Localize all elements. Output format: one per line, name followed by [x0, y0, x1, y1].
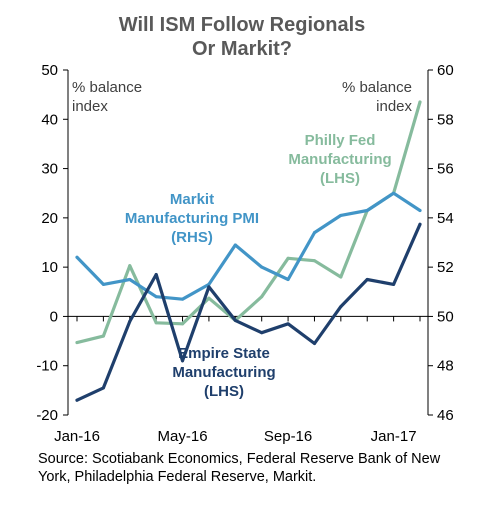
right-tick-label: 52 — [437, 259, 454, 276]
data-point — [418, 208, 422, 212]
data-point — [286, 322, 290, 326]
data-point — [365, 277, 369, 281]
series-label-1: Philly Fed — [305, 132, 376, 149]
data-point — [286, 277, 290, 281]
data-point — [233, 318, 237, 322]
right-tick-label: 56 — [437, 161, 454, 178]
right-tick-label: 58 — [437, 111, 454, 128]
data-point — [154, 295, 158, 299]
right-tick-label: 50 — [437, 308, 454, 325]
data-point — [101, 282, 105, 286]
left-tick-label: 20 — [41, 210, 58, 227]
right-tick-label: 60 — [437, 62, 454, 79]
chart-axes: -20 -10 0 10 20 30 40 50 46 48 50 52 54 56 58 60 Jan-16 M… — [36, 62, 453, 445]
data-point — [181, 359, 185, 363]
data-point — [181, 322, 185, 326]
data-point — [339, 275, 343, 279]
right-tick-label: 48 — [437, 358, 454, 375]
left-tick-label: -10 — [36, 358, 58, 375]
data-point — [128, 277, 132, 281]
chart-title-line-2: Or Markit? — [192, 38, 292, 60]
data-point — [154, 273, 158, 277]
data-point — [312, 231, 316, 235]
data-point — [260, 331, 264, 335]
series-line — [75, 100, 422, 345]
left-tick-label: 30 — [41, 161, 58, 178]
data-point — [181, 297, 185, 301]
data-point — [365, 208, 369, 212]
left-tick-label: -20 — [36, 407, 58, 424]
series-line — [75, 191, 422, 301]
left-axis-unit: % balance — [72, 79, 142, 96]
chart-series — [75, 100, 422, 402]
series-label-1: Manufacturing — [288, 151, 391, 168]
series-label-2: Manufacturing PMI — [125, 210, 259, 227]
data-point — [260, 295, 264, 299]
data-point — [339, 305, 343, 309]
x-tick-label: Jan-17 — [371, 428, 417, 445]
data-point — [128, 319, 132, 323]
data-point — [392, 191, 396, 195]
data-point — [101, 386, 105, 390]
data-point — [312, 259, 316, 263]
data-point — [207, 285, 211, 289]
data-point — [312, 342, 316, 346]
series-label-3: Manufacturing — [172, 364, 275, 381]
data-point — [286, 256, 290, 260]
data-point — [418, 222, 422, 226]
x-tick-label: Sep-16 — [264, 428, 312, 445]
chart-title-line-1: Will ISM Follow Regionals — [119, 14, 366, 36]
data-point — [392, 282, 396, 286]
data-point — [75, 341, 79, 345]
data-point — [75, 398, 79, 402]
series-3 — [75, 222, 422, 402]
series-label-3: Empire State — [178, 345, 270, 362]
data-point — [233, 243, 237, 247]
right-axis-unit: index — [376, 98, 412, 115]
data-point — [154, 321, 158, 325]
left-tick-label: 0 — [50, 308, 58, 325]
chart-series-labels: Philly Fed Manufacturing (LHS) Markit Manufa… — [125, 132, 392, 400]
data-point — [101, 334, 105, 338]
data-point — [128, 264, 132, 268]
data-point — [75, 255, 79, 259]
right-tick-label: 46 — [437, 407, 454, 424]
source-note: Source: Scotiabank Economics, Federal Re… — [38, 451, 441, 485]
series-line — [75, 222, 422, 402]
data-point — [207, 296, 211, 300]
left-axis-unit: index — [72, 98, 108, 115]
right-axis-unit: % balance — [342, 79, 412, 96]
data-point — [418, 100, 422, 104]
left-tick-label: 50 — [41, 62, 58, 79]
x-tick-label: May-16 — [158, 428, 208, 445]
data-point — [207, 282, 211, 286]
x-tick-label: Jan-16 — [54, 428, 100, 445]
series-label-2: (RHS) — [171, 229, 213, 246]
left-tick-label: 10 — [41, 259, 58, 276]
left-tick-label: 40 — [41, 111, 58, 128]
data-point — [260, 265, 264, 269]
series-label-2: Markit — [170, 191, 214, 208]
series-label-1: (LHS) — [320, 170, 360, 187]
data-point — [339, 213, 343, 217]
series-label-3: (LHS) — [204, 383, 244, 400]
series-2 — [75, 191, 422, 301]
right-tick-label: 54 — [437, 210, 454, 227]
